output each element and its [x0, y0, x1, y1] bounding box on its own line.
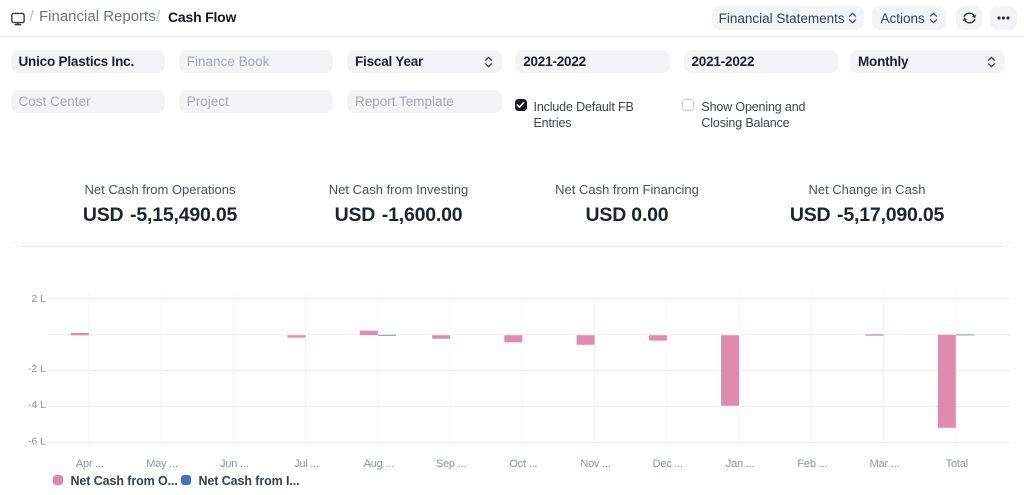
- svg-text:Feb ...: Feb ...: [797, 458, 827, 470]
- svg-text:May ...: May ...: [146, 458, 178, 470]
- svg-text:Nov ...: Nov ...: [580, 458, 611, 470]
- svg-text:Apr ...: Apr ...: [76, 458, 104, 470]
- svg-text:Total: Total: [946, 458, 968, 470]
- svg-text:Aug ...: Aug ...: [364, 458, 395, 470]
- svg-text:Sep ...: Sep ...: [436, 458, 467, 470]
- svg-text:2 L: 2 L: [31, 293, 46, 305]
- svg-text:-2 L: -2 L: [28, 363, 46, 375]
- svg-text:-6 L: -6 L: [28, 436, 46, 448]
- svg-text:-4 L: -4 L: [28, 399, 46, 411]
- svg-text:Mar ...: Mar ...: [870, 458, 900, 470]
- svg-text:Dec ...: Dec ...: [653, 458, 684, 470]
- svg-text:Jan ...: Jan ...: [726, 458, 755, 470]
- svg-text:Oct ...: Oct ...: [509, 458, 537, 470]
- svg-text:Jun ...: Jun ...: [220, 458, 249, 470]
- svg-text:Jul ...: Jul ...: [294, 458, 319, 470]
